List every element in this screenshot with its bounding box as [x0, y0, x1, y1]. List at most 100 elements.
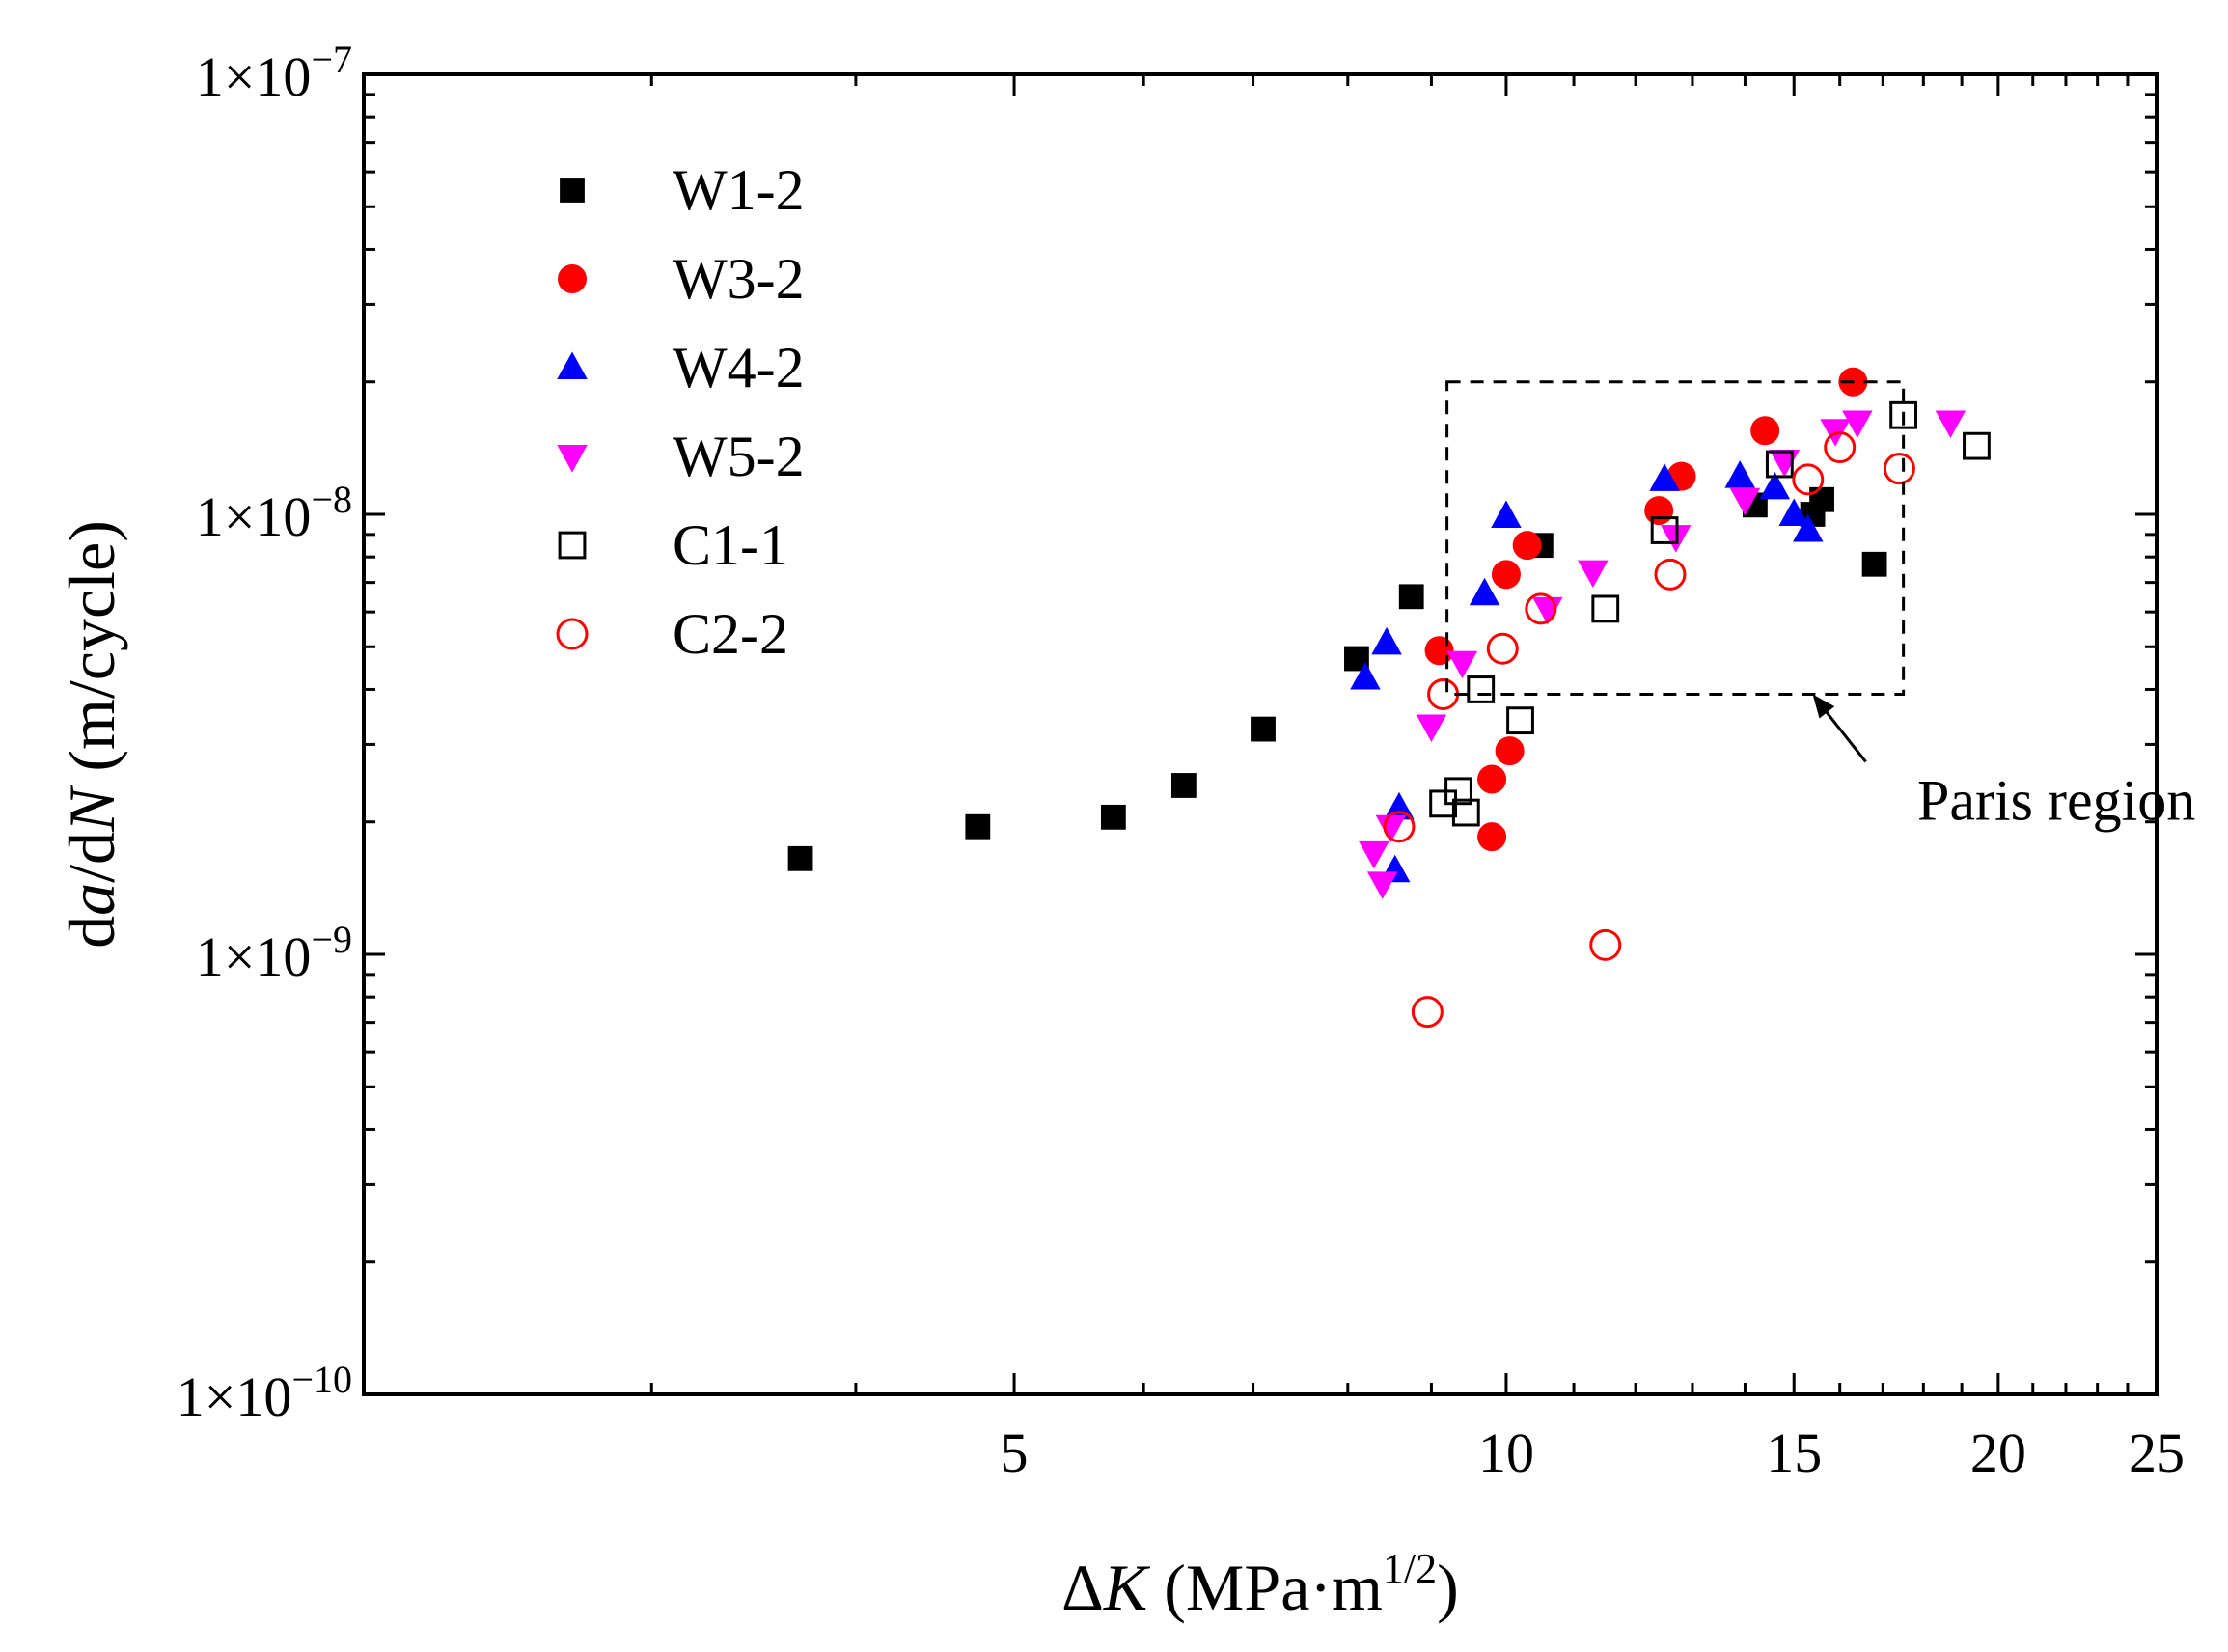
data-point: [1861, 551, 1887, 577]
data-point: [1765, 450, 1794, 479]
data-point: [1578, 560, 1609, 589]
data-point: [1398, 584, 1424, 610]
y-tick-label-base: 1×10: [177, 1365, 292, 1428]
legend-item: C2-2: [556, 602, 788, 666]
x-tick-label: 10: [1478, 1421, 1534, 1484]
data-point: [1371, 626, 1402, 655]
y-tick-label-base: 1×10: [196, 45, 312, 108]
x-axis-title: ΔK (MPa·m1/2): [1061, 1545, 1459, 1624]
data-point: [1495, 736, 1525, 766]
y-tick-label-exponent: −7: [311, 38, 352, 81]
series-C1-1: [1429, 400, 1991, 827]
y-tick-label: 1×10−10: [177, 1358, 352, 1428]
data-point: [1525, 592, 1557, 625]
annotation-layer: Paris region: [1445, 380, 2195, 832]
x-axis-title-prefix: Δ: [1061, 1551, 1104, 1624]
legend-label: W4-2: [673, 336, 805, 399]
data-point: [1477, 822, 1507, 852]
legend-label: W5-2: [673, 425, 805, 488]
data-point: [1935, 410, 1967, 438]
data-point: [1591, 594, 1620, 623]
y-axis-title-a: a: [55, 883, 128, 916]
paris-region-box: [1445, 380, 1906, 696]
data-point: [1451, 798, 1480, 827]
plot-frame: [362, 72, 2159, 1396]
data-point: [1424, 636, 1454, 666]
legend-item: C1-1: [558, 513, 788, 577]
series-W4-2: [1350, 460, 1824, 883]
y-axis-title: da/dN (m/cycle): [55, 520, 128, 949]
data-point: [1477, 764, 1507, 794]
data-point: [1650, 516, 1679, 544]
x-axis-title-suffix: (MPa·m: [1147, 1551, 1383, 1624]
data-point: [1383, 811, 1416, 843]
data-point: [1506, 706, 1534, 735]
legend-marker: [557, 351, 588, 379]
data-point: [1589, 928, 1622, 961]
x-tick-label: 15: [1766, 1421, 1822, 1484]
data-point: [1889, 400, 1918, 429]
x-tick-label: 25: [2129, 1421, 2185, 1484]
data-point: [1809, 486, 1834, 512]
data-point: [1411, 996, 1444, 1029]
data-point: [1729, 487, 1761, 516]
legend-label: C1-1: [673, 513, 788, 577]
series-W3-2: [1424, 367, 1868, 852]
data-point: [965, 813, 991, 840]
data-point: [1842, 410, 1873, 438]
series-C2-2: [1383, 431, 1915, 1029]
legend-marker: [558, 531, 587, 560]
legend-label: W3-2: [673, 247, 805, 311]
legend-item: W5-2: [557, 425, 805, 488]
data-point: [1350, 661, 1381, 690]
data-point: [1759, 471, 1791, 500]
y-axis-title-n: N: [55, 785, 128, 833]
data-point: [1963, 431, 1991, 460]
data-point: [1251, 716, 1276, 742]
y-axis-title-unit: (m/cycle): [55, 520, 128, 788]
data-point: [1491, 560, 1521, 590]
data-point: [1427, 677, 1460, 710]
data-point: [1750, 416, 1780, 446]
data-point: [1375, 814, 1407, 843]
y-tick-label-base: 1×10: [196, 925, 312, 988]
legend: W1-2 W3-2 W4-2 W5-2 C1-1 C2-2: [556, 158, 805, 666]
y-tick-label: 1×10−9: [196, 918, 352, 988]
legend-marker: [556, 618, 589, 650]
x-axis-title-sup: 1/2: [1383, 1545, 1437, 1592]
data-point: [1467, 675, 1496, 703]
data-point: [1170, 773, 1197, 798]
data-point: [1778, 498, 1809, 526]
x-tick-label: 5: [1001, 1421, 1029, 1484]
data-point: [1644, 496, 1674, 526]
x-axis-title-close: ): [1437, 1551, 1459, 1624]
data-point: [1491, 500, 1522, 528]
x-axis-title-italic: K: [1103, 1551, 1151, 1624]
data-point: [1654, 558, 1687, 591]
y-tick-label: 1×10−7: [196, 38, 352, 108]
y-tick-label-base: 1×10: [196, 485, 312, 548]
y-tick-label: 1×10−8: [196, 478, 352, 548]
legend-marker: [560, 178, 585, 203]
data-point: [1416, 714, 1447, 743]
y-tick-label-exponent: −10: [291, 1358, 352, 1401]
data-point: [1792, 463, 1825, 496]
data-point: [1512, 531, 1542, 561]
series-W1-2: [787, 486, 1887, 871]
x-tick-label: 20: [1970, 1421, 2026, 1484]
legend-item: W3-2: [558, 247, 805, 311]
legend-label: W1-2: [673, 158, 805, 222]
data-point: [1486, 632, 1519, 665]
y-tick-label-exponent: −9: [311, 918, 352, 961]
data-point: [1359, 840, 1389, 869]
legend-item: W1-2: [560, 158, 805, 222]
legend-item: W4-2: [557, 336, 805, 399]
data-point: [1366, 871, 1398, 899]
legend-label: C2-2: [673, 602, 788, 666]
y-axis-title-d: d: [55, 916, 128, 949]
data-point: [1100, 804, 1126, 830]
data-point: [1724, 460, 1755, 488]
data-point: [1883, 453, 1915, 485]
